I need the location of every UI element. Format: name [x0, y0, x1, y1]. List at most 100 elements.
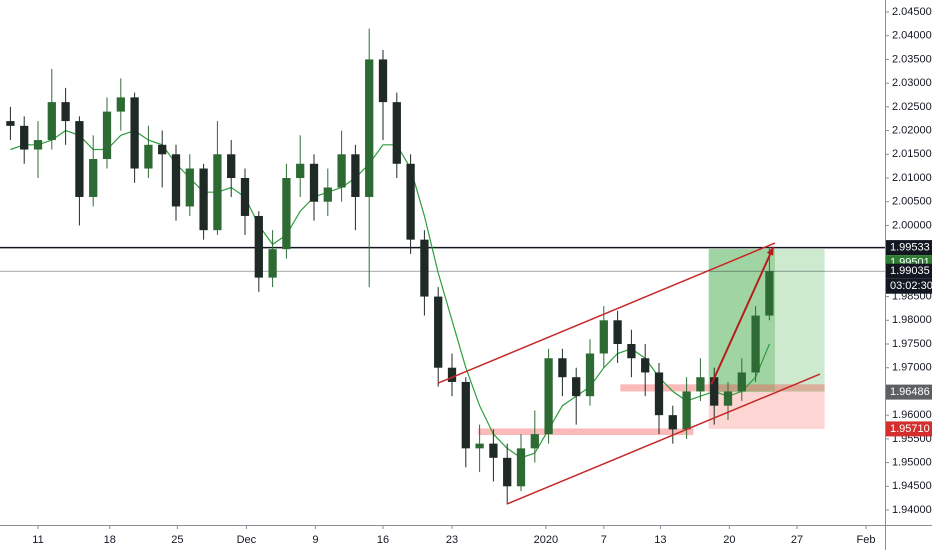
candle-body — [503, 457, 512, 487]
price-label: 1.95710 — [890, 423, 930, 435]
candle-body — [627, 344, 636, 359]
candle-body — [475, 443, 484, 449]
candle-body — [282, 178, 291, 250]
y-tick-label: 2.00000 — [892, 219, 932, 231]
y-tick-label: 2.01000 — [892, 172, 932, 184]
candle-body — [337, 154, 346, 188]
candle-body — [558, 358, 567, 378]
candle-body — [378, 59, 388, 103]
candle-body — [296, 163, 305, 179]
candle-body — [572, 377, 581, 397]
candle-body — [116, 97, 125, 112]
x-tick-label: 7 — [601, 534, 607, 546]
candle-body — [751, 315, 760, 373]
candle-body — [323, 187, 332, 202]
y-tick-label: 1.98000 — [892, 314, 932, 326]
x-tick-label: 18 — [104, 534, 116, 546]
candle-body — [89, 159, 98, 197]
candle-body — [309, 163, 319, 202]
candle-body — [406, 163, 415, 240]
candle-body — [737, 372, 746, 392]
trendline — [437, 242, 776, 384]
y-tick-label: 2.02000 — [892, 124, 932, 136]
x-tick-label: 9 — [312, 534, 318, 546]
axes: 2.04500 2.04000 2.03500 2.03000 2.02500 2.020… — [32, 6, 932, 546]
x-tick-label: 27 — [791, 534, 803, 546]
plot-area — [0, 28, 885, 505]
x-tick-label: 25 — [171, 534, 183, 546]
trendline — [506, 373, 821, 505]
candle-body — [710, 377, 719, 406]
x-tick-label: Dec — [237, 534, 257, 546]
candle-body — [447, 367, 457, 382]
candle-body — [213, 154, 222, 231]
candle-body — [585, 353, 595, 397]
y-tick-label: 2.00500 — [892, 196, 932, 208]
candle-body — [489, 443, 498, 458]
candle-body — [47, 102, 56, 141]
candle-body — [544, 358, 553, 435]
candle-body — [130, 97, 139, 169]
x-tick-label: 23 — [446, 534, 458, 546]
candle-body — [171, 154, 181, 207]
candle-body — [682, 391, 691, 430]
candle-body — [434, 296, 443, 368]
candle-body — [516, 448, 526, 487]
candle-body — [20, 125, 29, 150]
candle-body — [351, 154, 360, 197]
price-label-bg — [886, 240, 932, 256]
price-label: 1.99533 — [890, 241, 930, 253]
candle-body — [641, 358, 650, 373]
countdown: 03:02:30 — [890, 280, 932, 292]
candle-body — [392, 102, 401, 164]
price-label-bg — [886, 384, 932, 400]
price-label: 1.96486 — [890, 386, 930, 398]
candle-body — [723, 391, 733, 406]
y-tick-label: 2.04500 — [892, 6, 932, 18]
x-tick-label: Feb — [857, 534, 876, 546]
y-tick-label: 2.04000 — [892, 30, 932, 42]
candle-body — [185, 168, 194, 207]
candle-body — [461, 381, 470, 449]
candle-body — [61, 102, 70, 122]
price-label: 1.99035 — [890, 265, 930, 277]
x-tick-label: 13 — [654, 534, 666, 546]
candle-body — [102, 111, 112, 160]
y-tick-label: 1.94500 — [892, 480, 932, 492]
candle-body — [668, 415, 677, 430]
candle-body — [240, 178, 250, 216]
candle-body — [765, 271, 774, 316]
candle-body — [144, 144, 153, 169]
x-tick-label: 20 — [723, 534, 735, 546]
price-label-bg — [886, 263, 932, 279]
y-tick-label: 2.01500 — [892, 148, 932, 160]
candle-body — [6, 121, 15, 126]
y-tick-label: 1.96000 — [892, 409, 932, 421]
candle-body — [254, 215, 263, 278]
candle-body — [613, 320, 622, 345]
candle-body — [530, 434, 539, 449]
candle-body — [599, 320, 608, 354]
candle-body — [75, 121, 84, 197]
x-tick-label: 16 — [377, 534, 389, 546]
candle-body — [696, 377, 705, 392]
candle-body — [158, 144, 167, 155]
candle-body — [654, 372, 664, 416]
candle-body — [268, 249, 277, 278]
y-tick-label: 1.94000 — [892, 504, 932, 516]
y-tick-label: 1.95000 — [892, 456, 932, 468]
zone — [620, 384, 825, 392]
candle-body — [199, 168, 208, 231]
y-tick-label: 1.97500 — [892, 338, 932, 350]
candle-body — [420, 239, 429, 297]
candle-body — [33, 140, 43, 150]
y-tick-label: 1.97000 — [892, 362, 932, 374]
x-tick-label: 11 — [32, 534, 43, 546]
y-tick-label: 2.03000 — [892, 77, 932, 89]
countdown-bg — [886, 278, 932, 294]
trendline — [710, 246, 775, 385]
x-tick-label: 2020 — [534, 534, 558, 546]
zone — [478, 428, 694, 436]
